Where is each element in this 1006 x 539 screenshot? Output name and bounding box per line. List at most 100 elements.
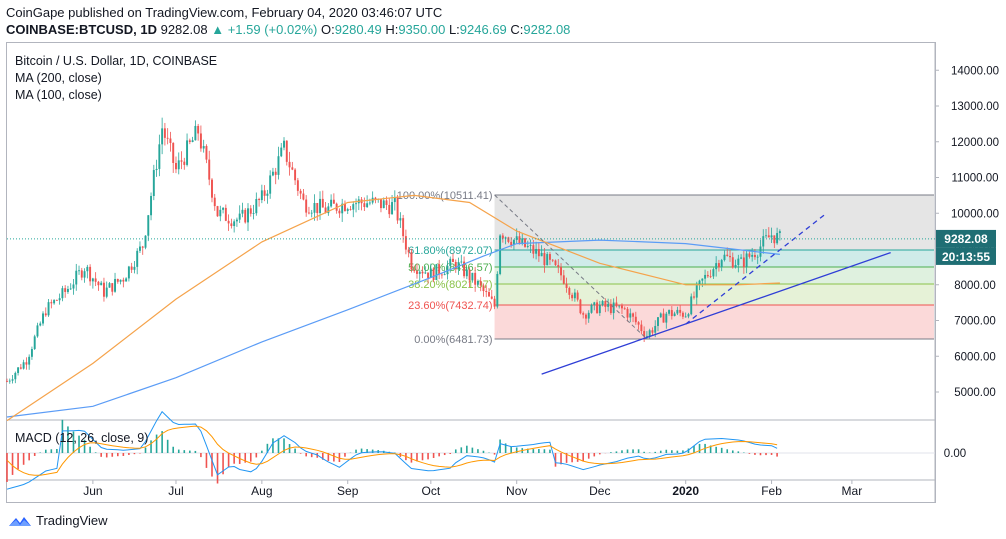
- candle-body: [119, 279, 122, 282]
- candle-body: [302, 193, 305, 200]
- candle-body: [687, 314, 690, 317]
- candle-body: [307, 212, 310, 214]
- candle-body: [183, 161, 186, 165]
- candle-body: [14, 372, 17, 380]
- candle-body: [418, 271, 421, 274]
- macd-histogram-bar: [549, 449, 551, 453]
- macd-histogram-bar: [560, 453, 562, 465]
- candle-body: [645, 335, 648, 337]
- fib-level-label: 61.80%(8972.07): [408, 245, 492, 257]
- candle-body: [410, 252, 413, 270]
- candle-body: [532, 245, 535, 254]
- candle-body: [100, 282, 103, 286]
- candle-body: [288, 161, 291, 168]
- candle-body: [172, 142, 175, 163]
- macd-histogram-bar: [731, 450, 734, 453]
- macd-histogram-bar: [615, 451, 618, 453]
- candle-body: [557, 265, 560, 268]
- macd-histogram-bar: [482, 450, 485, 453]
- candle-body: [756, 256, 759, 258]
- macd-histogram-bar: [177, 449, 180, 453]
- macd-histogram-bar: [715, 446, 717, 453]
- candle-body: [391, 202, 394, 215]
- macd-histogram-bar: [576, 453, 579, 462]
- candle-body: [78, 270, 80, 272]
- change-value: +1.59 (+0.02%): [227, 22, 318, 37]
- macd-histogram-bar: [432, 453, 435, 458]
- candle-body: [706, 274, 709, 277]
- candle-body: [554, 260, 557, 266]
- candle-body: [155, 168, 158, 171]
- candle-body: [673, 313, 676, 317]
- macd-histogram-bar: [671, 450, 673, 453]
- macd-histogram-bar: [294, 448, 296, 453]
- candle-body: [435, 264, 438, 281]
- candle-body: [424, 272, 427, 274]
- macd-histogram-bar: [776, 453, 778, 457]
- change-up-icon: ▲: [211, 22, 225, 37]
- candle-body: [515, 236, 518, 240]
- open-value: 9280.49: [334, 22, 382, 37]
- candle-body: [166, 137, 169, 139]
- candle-body: [291, 167, 294, 170]
- candle-body: [105, 287, 108, 297]
- macd-histogram-bar: [183, 450, 186, 453]
- macd-histogram-bar: [111, 453, 114, 457]
- candle-body: [310, 212, 313, 214]
- macd-histogram-bar: [305, 453, 307, 457]
- candle-body: [66, 289, 69, 292]
- macd-histogram-bar: [665, 449, 668, 453]
- candle-body: [521, 238, 524, 244]
- candle-body: [363, 203, 366, 208]
- macd-histogram-bar: [770, 453, 773, 455]
- candle-body: [770, 235, 773, 238]
- legend-ma200[interactable]: MA (200, close): [15, 71, 102, 85]
- candle-body: [659, 313, 662, 318]
- fib-level-label: 100.00%(10511.41): [397, 190, 493, 202]
- candle-body: [69, 288, 72, 290]
- macd-histogram-bar: [366, 449, 368, 453]
- candle-body: [590, 304, 593, 313]
- legend-ma100[interactable]: MA (100, close): [15, 88, 102, 102]
- macd-histogram-bar: [410, 453, 413, 463]
- macd-histogram-bar: [421, 453, 424, 461]
- candle-body: [474, 272, 477, 285]
- candle-body: [180, 160, 183, 162]
- candle-body: [584, 314, 587, 319]
- candle-body: [147, 215, 150, 236]
- candle-body: [471, 272, 474, 281]
- candle-body: [83, 271, 86, 278]
- candle-body: [648, 330, 651, 336]
- time-tick-label: 2020: [672, 484, 699, 498]
- candle-body: [615, 302, 618, 307]
- candle-body: [490, 296, 493, 299]
- macd-histogram-bar: [571, 453, 573, 463]
- candle-body: [138, 246, 141, 251]
- candle-body: [623, 308, 626, 310]
- macd-histogram-bar: [610, 452, 612, 453]
- candle-body: [33, 336, 36, 350]
- macd-legend[interactable]: MACD (12, 26, close, 9): [15, 431, 149, 445]
- macd-axis-label: 0.00: [944, 448, 966, 460]
- candle-body: [482, 285, 485, 292]
- candle-body: [285, 140, 288, 162]
- candle-body: [662, 313, 665, 323]
- macd-histogram-bar: [216, 453, 219, 484]
- macd-histogram-bar: [515, 447, 518, 453]
- open-label: O:: [320, 22, 335, 37]
- time-tick-label: Aug: [251, 484, 272, 498]
- candle-body: [136, 250, 139, 267]
- candle-body: [460, 261, 463, 263]
- time-tick-label: Dec: [589, 484, 610, 498]
- candle-body: [416, 271, 418, 274]
- candle-body: [22, 362, 25, 369]
- candle-body: [202, 146, 205, 149]
- macd-histogram-bar: [460, 447, 463, 453]
- macd-histogram-bar: [233, 453, 235, 464]
- candle-body: [235, 219, 238, 222]
- candle-body: [740, 257, 743, 259]
- macd-histogram-bar: [194, 450, 197, 453]
- candle-body: [665, 313, 668, 323]
- candle-body: [341, 203, 344, 214]
